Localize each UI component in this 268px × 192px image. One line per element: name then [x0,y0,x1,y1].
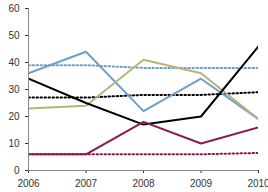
svg-text:40: 40 [8,57,20,68]
svg-text:2008: 2008 [132,178,155,189]
svg-text:50: 50 [8,30,20,41]
svg-text:30: 30 [8,84,20,95]
svg-text:20: 20 [8,111,20,122]
svg-text:10: 10 [8,138,20,149]
svg-text:2010: 2010 [247,178,268,189]
svg-text:2006: 2006 [17,178,40,189]
svg-text:2007: 2007 [75,178,98,189]
svg-text:0: 0 [14,165,20,176]
svg-text:60: 60 [8,3,20,14]
svg-text:2009: 2009 [190,178,213,189]
